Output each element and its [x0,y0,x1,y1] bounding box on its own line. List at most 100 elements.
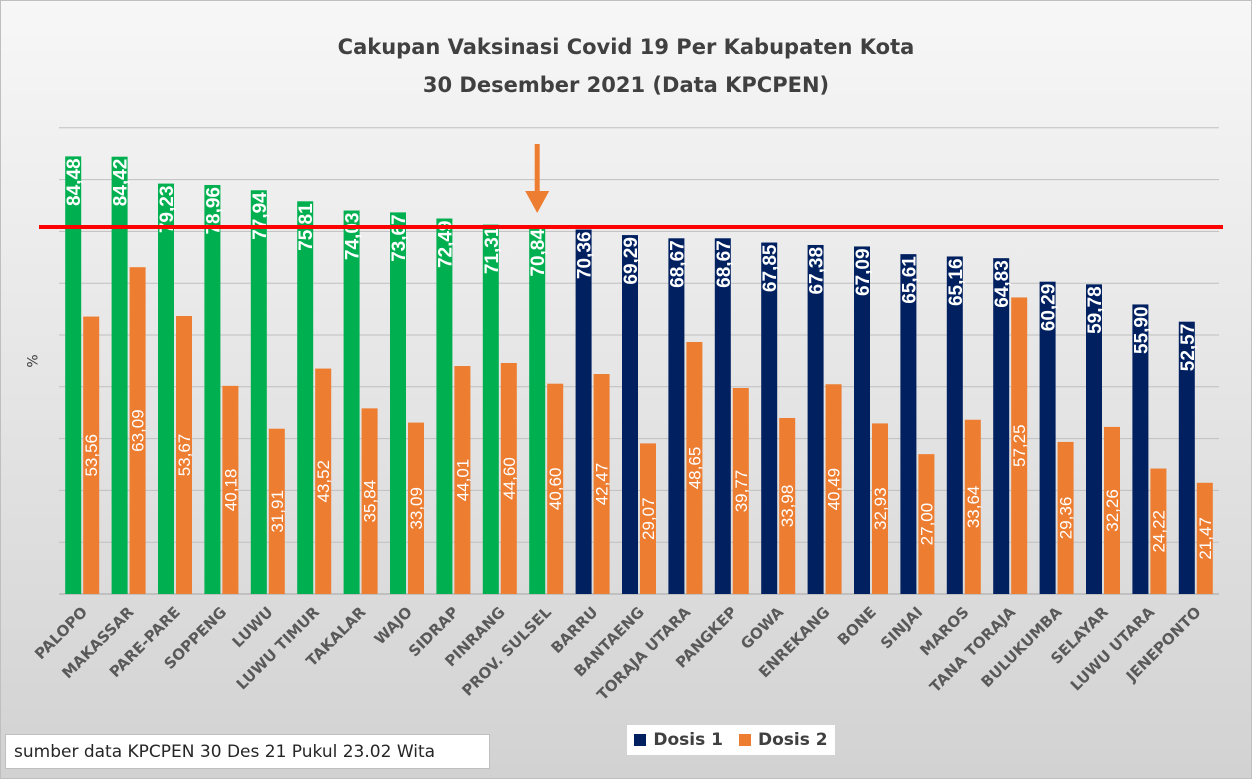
bar-dosis-1 [390,212,406,594]
bar-dosis-2 [315,368,332,594]
data-label-dosis-2: 42,47 [593,463,612,506]
data-label-dosis-1: 84,48 [64,158,85,206]
data-label-dosis-2: 63,09 [129,409,148,452]
bar-dosis-2 [872,423,888,594]
category-label: LUWU TIMUR [233,603,324,694]
bar-dosis-1 [250,190,267,594]
legend-label-dosis-1: Dosis 1 [653,730,723,750]
data-label-dosis-2: 40,49 [825,468,844,511]
data-label-dosis-1: 64,83 [992,260,1013,308]
legend-item-dosis-1: Dosis 1 [634,730,723,750]
bar-dosis-2 [547,383,564,594]
bar-dosis-1 [529,227,546,594]
bar-dosis-2 [825,384,842,594]
bar-dosis-1 [714,238,731,594]
legend-label-dosis-2: Dosis 2 [758,730,828,750]
data-label-dosis-2: 57,25 [1010,424,1029,467]
data-label-dosis-1: 67,38 [807,247,828,295]
bar-dosis-1 [482,224,499,594]
bar-dosis-2 [1104,426,1120,594]
data-label-dosis-2: 27,00 [917,503,936,546]
bar-dosis-2 [593,374,610,594]
data-label-dosis-2: 31,91 [268,490,287,533]
data-label-dosis-1: 70,36 [575,232,596,280]
bar-dosis-2 [361,408,378,594]
bar-dosis-2 [83,316,100,594]
bar-dosis-1 [575,229,592,594]
bar-dosis-1 [65,156,82,594]
bar-dosis-2 [732,387,749,594]
bar-dosis-2 [640,443,656,594]
chart-title: Cakupan Vaksinasi Covid 19 Per Kabupaten… [337,35,915,59]
bar-dosis-1 [1132,304,1149,594]
data-label-dosis-2: 53,67 [175,434,194,477]
data-label-dosis-2: 35,84 [361,480,380,523]
data-label-dosis-2: 24,22 [1149,510,1168,553]
bar-dosis-2 [918,454,935,594]
legend-item-dosis-2: Dosis 2 [739,730,828,750]
bar-dosis-2 [222,385,239,594]
data-label-dosis-2: 53,56 [82,434,101,477]
bar-dosis-2 [454,366,471,594]
bar-dosis-2 [1057,441,1074,594]
data-label-dosis-1: 59,78 [1085,286,1106,334]
bar-dosis-2 [500,362,517,594]
chart-legend: Dosis 1 Dosis 2 [627,725,835,755]
data-label-dosis-1: 70,84 [528,229,549,277]
chart-subtitle: 30 Desember 2021 (Data KPCPEN) [422,73,830,97]
data-label-dosis-2: 21,47 [1196,517,1215,560]
data-label-dosis-1: 60,29 [1039,284,1060,332]
bar-dosis-2 [686,341,703,594]
data-label-dosis-2: 40,60 [546,468,565,511]
bar-dosis-1 [204,184,221,595]
category-label: LUWU UTARA [1067,603,1159,695]
bar-dosis-1 [111,156,128,594]
bar-dosis-1 [158,183,174,594]
bar-dosis-1 [807,244,824,594]
bar-dosis-2 [268,428,285,594]
bar-dosis-1 [946,256,963,594]
bar-dosis-1 [761,242,778,595]
data-label-dosis-2: 44,60 [500,457,519,500]
bar-dosis-1 [1178,321,1195,594]
data-label-dosis-2: 39,77 [732,470,751,513]
bar-dosis-1 [1086,284,1102,594]
data-label-dosis-1: 77,94 [250,192,271,240]
data-label-dosis-1: 73,67 [389,214,410,262]
bar-dosis-1 [436,218,453,594]
bar-dosis-1 [343,210,360,594]
legend-swatch-dosis-1 [634,734,647,746]
data-label-dosis-2: 48,65 [685,447,704,490]
data-label-dosis-1: 67,09 [853,248,874,296]
data-label-dosis-2: 44,01 [453,459,472,502]
bar-dosis-2 [176,315,192,594]
legend-swatch-dosis-2 [739,734,751,746]
data-label-dosis-1: 78,96 [203,187,224,235]
bar-dosis-2 [129,267,146,594]
data-label-dosis-2: 33,64 [964,486,983,529]
data-label-dosis-1: 84,42 [111,159,132,207]
bar-dosis-2 [1196,482,1213,594]
arrow-head-icon [525,191,550,213]
data-label-dosis-2: 43,52 [314,460,333,503]
data-label-dosis-1: 72,49 [435,221,456,269]
bar-dosis-1 [622,235,638,594]
bar-dosis-1 [1039,281,1056,594]
bar-dosis-1 [900,254,917,594]
data-label-dosis-2: 29,07 [639,497,658,540]
data-label-dosis-1: 69,29 [621,237,642,285]
data-label-dosis-1: 74,03 [343,213,364,261]
data-label-dosis-1: 79,23 [157,186,178,234]
data-label-dosis-1: 55,90 [1131,306,1152,354]
data-label-dosis-1: 65,61 [899,256,920,304]
data-label-dosis-2: 33,98 [778,485,797,528]
bar-dosis-2 [1011,297,1028,594]
data-label-dosis-1: 67,85 [760,244,781,292]
bar-dosis-1 [854,246,870,594]
bar-dosis-2 [408,422,424,594]
bar-dosis-1 [993,258,1010,594]
data-label-dosis-2: 32,26 [1103,489,1122,532]
bar-dosis-2 [779,417,796,594]
